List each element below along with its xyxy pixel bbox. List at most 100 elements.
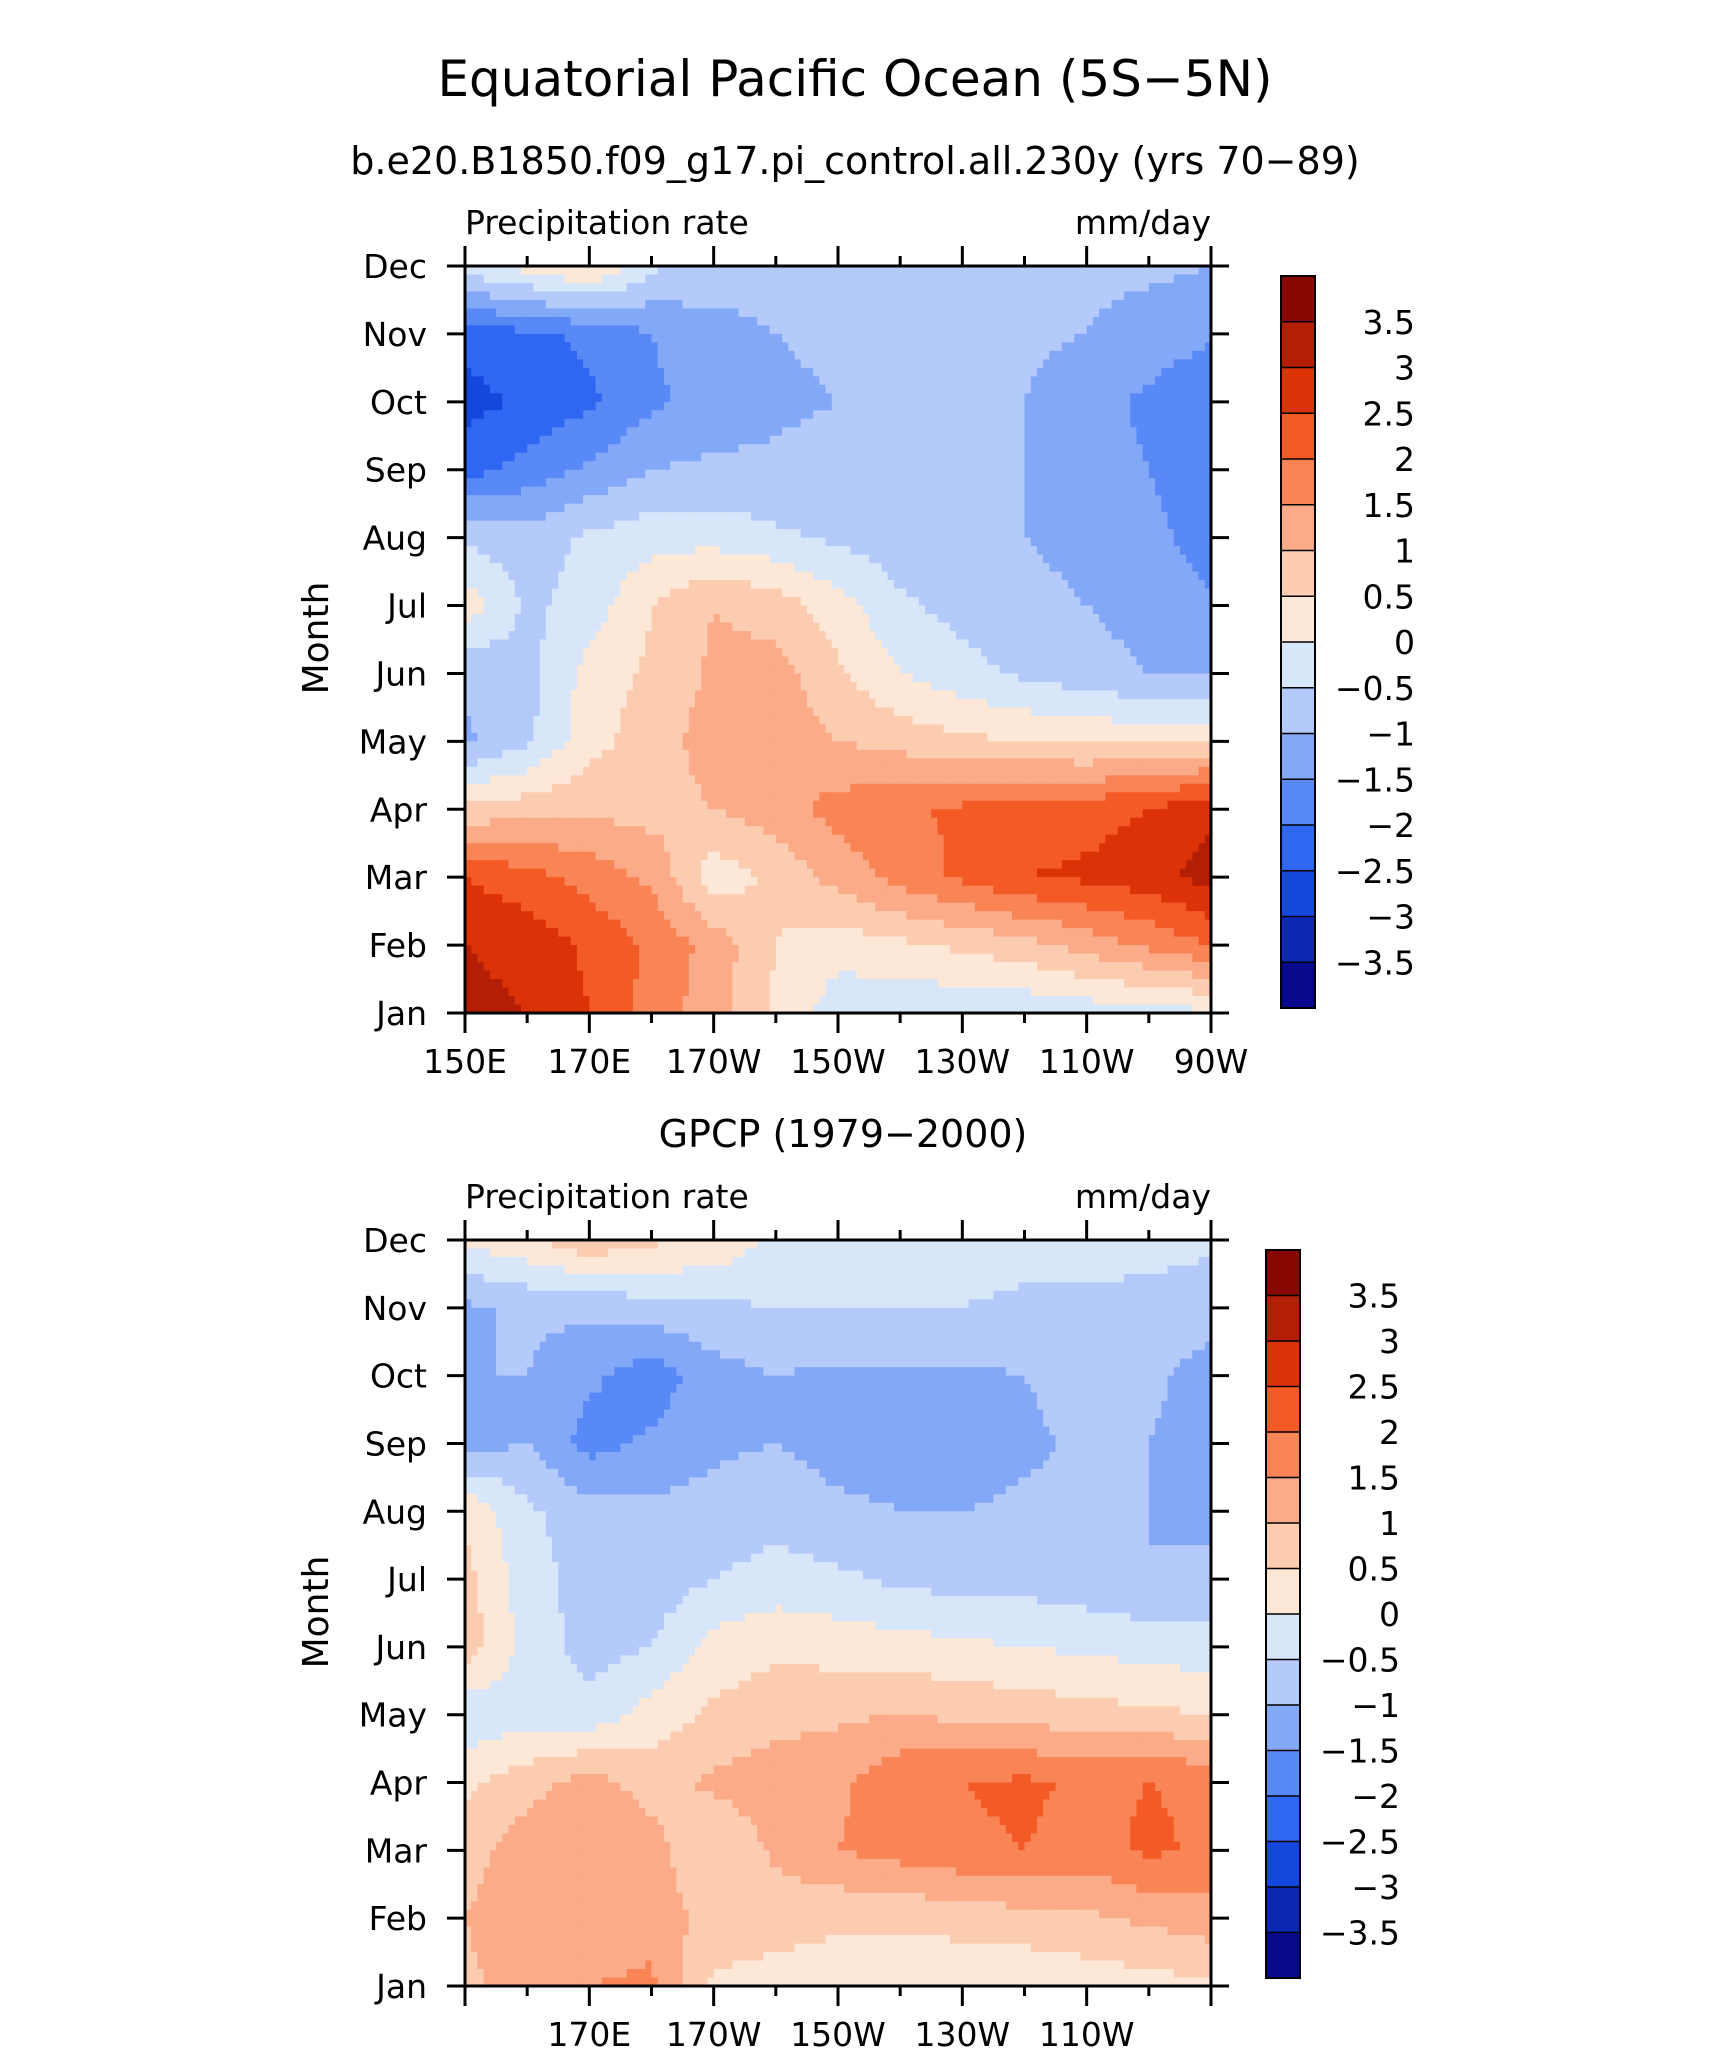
contour-cell — [844, 308, 852, 318]
contour-cell — [925, 495, 932, 505]
contour-cell — [1161, 520, 1169, 530]
contour-cell — [819, 435, 827, 445]
contour-cell — [670, 554, 677, 564]
contour-cell — [496, 529, 503, 539]
contour-cell — [937, 444, 945, 454]
contour-cell — [1074, 308, 1082, 318]
contour-cell — [1061, 588, 1069, 598]
contour-cell — [719, 316, 727, 327]
contour-cell — [607, 478, 615, 488]
contour-cell — [750, 478, 758, 488]
contour-cell — [695, 359, 702, 369]
contour-cell — [937, 367, 945, 377]
contour-cell — [732, 359, 740, 369]
contour-cell — [508, 444, 516, 454]
contour-cell — [813, 435, 820, 445]
contour-cell — [1130, 376, 1137, 386]
contour-cell — [875, 605, 883, 615]
contour-cell — [1198, 342, 1206, 352]
contour-cell — [639, 486, 646, 496]
contour-cell — [769, 529, 777, 539]
contour-cell — [1043, 376, 1050, 386]
contour-cell — [757, 571, 764, 581]
contour-cell — [465, 597, 472, 607]
contour-cell — [744, 342, 752, 352]
contour-cell — [645, 461, 653, 471]
contour-cell — [1155, 537, 1162, 547]
contour-cell — [738, 461, 746, 471]
contour-cell — [881, 486, 889, 496]
contour-cell — [1068, 571, 1075, 581]
contour-cell — [856, 308, 864, 318]
contour-cell — [850, 316, 858, 327]
contour-cell — [1061, 401, 1069, 411]
contour-cell — [489, 274, 497, 284]
contour-cell — [1092, 503, 1100, 513]
contour-cell — [496, 452, 503, 462]
contour-cell — [570, 444, 578, 454]
contour-cell — [1099, 435, 1106, 445]
contour-cell — [676, 359, 684, 369]
contour-cell — [1130, 461, 1137, 471]
contour-cell — [782, 614, 789, 624]
contour-cell — [1192, 325, 1200, 335]
contour-cell — [850, 308, 858, 318]
contour-cell — [471, 486, 479, 496]
contour-cell — [1068, 580, 1075, 590]
contour-cell — [1155, 350, 1162, 360]
contour-cell — [900, 359, 907, 369]
contour-cell — [949, 350, 957, 360]
contour-cell — [726, 571, 733, 581]
contour-cell — [750, 546, 758, 556]
contour-cell — [974, 537, 982, 547]
contour-cell — [1092, 597, 1100, 607]
contour-cell — [1173, 520, 1181, 530]
contour-cell — [918, 427, 926, 437]
contour-cell — [999, 452, 1007, 462]
contour-cell — [1123, 486, 1131, 496]
contour-cell — [645, 367, 653, 377]
contour-cell — [707, 588, 715, 598]
contour-cell — [719, 469, 727, 479]
contour-cell — [1155, 384, 1162, 394]
contour-cell — [719, 546, 727, 556]
contour-cell — [844, 452, 852, 462]
contour-cell — [1192, 299, 1200, 310]
contour-cell — [750, 503, 758, 513]
contour-cell — [931, 486, 939, 496]
contour-cell — [937, 597, 945, 607]
contour-cell — [508, 274, 516, 284]
contour-cell — [533, 571, 541, 581]
contour-cell — [477, 452, 485, 462]
contour-cell — [1204, 537, 1212, 547]
contour-cell — [570, 418, 578, 428]
contour-cell — [1086, 367, 1094, 377]
contour-cell — [465, 401, 472, 411]
contour-cell — [1167, 367, 1175, 377]
contour-cell — [968, 282, 976, 293]
contour-cell — [570, 359, 578, 369]
contour-cell — [1148, 537, 1156, 547]
contour-cell — [1123, 495, 1131, 505]
contour-cell — [632, 427, 640, 437]
contour-cell — [607, 597, 615, 607]
contour-cell — [875, 529, 883, 539]
contour-cell — [620, 537, 628, 547]
contour-cell — [912, 563, 920, 573]
contour-cell — [931, 495, 939, 505]
contour-cell — [676, 554, 684, 564]
contour-cell — [893, 529, 901, 539]
contour-cell — [1092, 605, 1100, 615]
contour-cell — [539, 469, 547, 479]
contour-cell — [769, 605, 777, 615]
contour-cell — [900, 376, 907, 386]
contour-cell — [564, 393, 572, 403]
contour-cell — [520, 503, 528, 513]
contour-cell — [670, 486, 677, 496]
contour-cell — [483, 478, 491, 488]
contour-cell — [1136, 571, 1144, 581]
contour-cell — [657, 571, 665, 581]
contour-cell — [987, 308, 995, 318]
contour-cell — [1105, 469, 1113, 479]
contour-cell — [775, 401, 783, 411]
